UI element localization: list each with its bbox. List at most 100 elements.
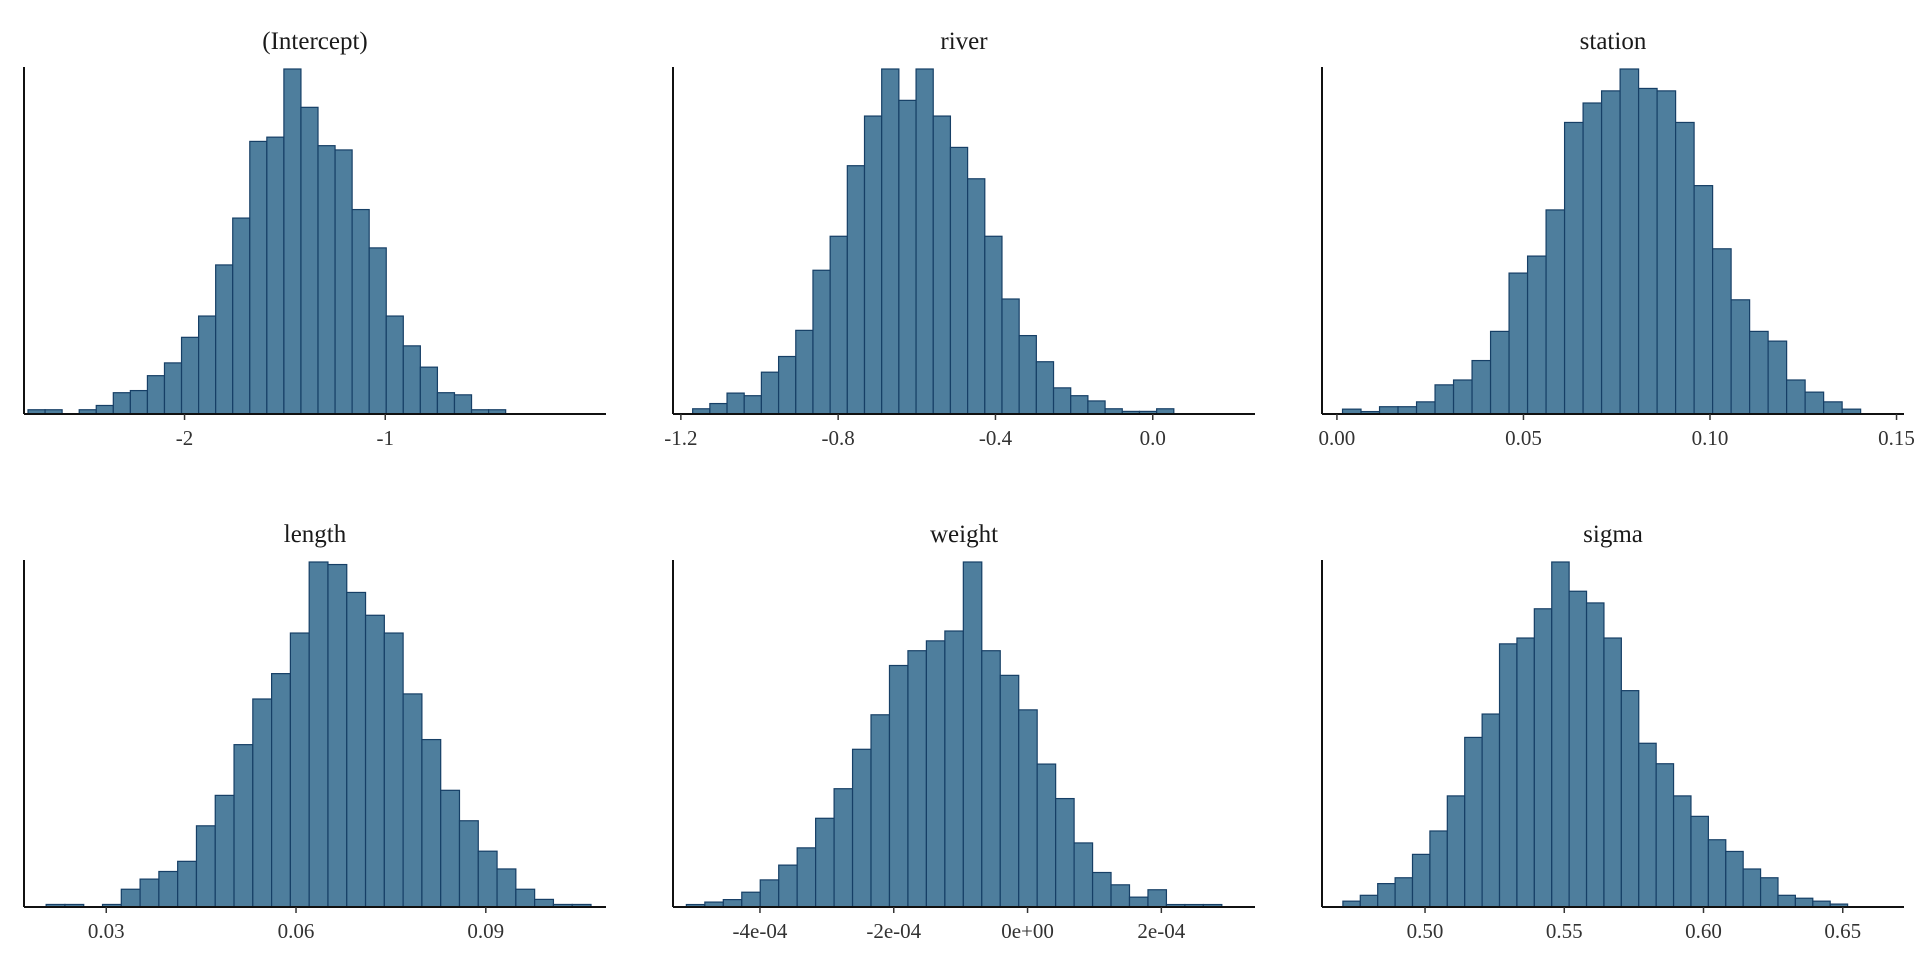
histogram-bar — [1018, 334, 1037, 415]
histogram-bar — [1394, 877, 1414, 908]
histogram-bars — [1342, 561, 1849, 908]
histogram-bar — [1452, 379, 1473, 415]
histogram-bar — [1672, 795, 1692, 908]
histogram-bar — [1637, 87, 1658, 415]
histogram-bar — [283, 68, 302, 415]
histogram-bar — [232, 217, 251, 415]
histogram-bar — [1656, 90, 1677, 415]
histogram-bar — [1730, 299, 1751, 415]
histogram-bar — [1508, 272, 1529, 415]
histogram-bar — [1620, 690, 1640, 908]
x-tick-label: -0.4 — [979, 426, 1013, 450]
histogram-bar — [1378, 406, 1399, 415]
histogram-bar — [1498, 643, 1518, 908]
histogram-bar — [984, 235, 1003, 415]
histogram-bar — [1471, 359, 1492, 415]
histogram-bar — [139, 878, 160, 908]
histogram-bar — [163, 362, 183, 415]
histogram-bar — [743, 395, 762, 415]
histogram-bar — [1777, 894, 1796, 908]
histogram-bar — [383, 632, 404, 908]
histogram-bar — [881, 68, 900, 415]
histogram-bar — [944, 630, 964, 908]
x-tick-label: 0.15 — [1878, 426, 1915, 450]
histogram-bar — [1690, 815, 1709, 908]
histogram-bar — [1533, 608, 1553, 908]
panel-title: sigma — [1583, 521, 1643, 548]
histogram-bar — [833, 788, 854, 908]
histogram-bar — [402, 693, 423, 908]
histogram-bar — [129, 389, 149, 415]
histogram-bar — [436, 392, 456, 415]
histogram-bar — [907, 650, 928, 908]
histogram-bar — [1110, 884, 1131, 908]
histogram-bar — [1600, 90, 1621, 415]
histogram-bar — [453, 394, 473, 415]
histogram-bar — [1551, 561, 1570, 908]
x-tick-label: -1.2 — [664, 426, 697, 450]
histogram-bar — [1804, 391, 1825, 415]
histogram-bar — [271, 673, 291, 908]
histogram-bar — [1725, 850, 1744, 908]
panel-title: length — [284, 521, 347, 548]
histogram-bar — [351, 208, 370, 415]
histogram-bar — [1585, 602, 1605, 908]
histogram-bar — [496, 868, 517, 908]
histogram-bar — [1073, 842, 1094, 908]
x-tick-label: -4e-04 — [733, 919, 788, 943]
histogram-bar — [1619, 68, 1640, 415]
panel-weight: weight -4e-04 -2e-04 0e+00 2e-04 — [672, 521, 1255, 943]
histogram-bar — [515, 888, 536, 908]
histogram-bar — [1481, 713, 1501, 908]
histogram-bar — [1526, 255, 1547, 415]
histogram-bar — [962, 561, 983, 908]
x-tick-label: 0.10 — [1692, 426, 1729, 450]
histogram-bar — [419, 366, 439, 415]
histogram-bar — [477, 850, 498, 908]
histogram-bar — [440, 789, 461, 908]
histogram-bar — [778, 864, 798, 908]
histogram-bar — [1489, 330, 1510, 415]
histogram-bar — [308, 561, 329, 908]
histogram-bar — [1087, 400, 1106, 415]
histogram-bar — [364, 614, 385, 908]
x-tick-label: -2 — [176, 426, 194, 450]
x-tick-label: 0.60 — [1685, 919, 1722, 943]
histogram-bars — [45, 561, 592, 908]
histogram-bar — [1767, 340, 1788, 415]
panel-title: river — [940, 28, 988, 55]
histogram-bar — [1582, 102, 1603, 415]
histogram-bar — [795, 329, 814, 415]
histogram-bar — [300, 106, 319, 415]
histogram-bar — [112, 392, 131, 415]
histogram-bar — [1036, 763, 1057, 908]
histogram-bar — [888, 664, 909, 908]
panel-station: station 0.00 0.05 0.10 0.15 — [1319, 28, 1915, 450]
x-tick-label: 0.65 — [1824, 919, 1861, 943]
histogram-bar — [327, 563, 348, 908]
histogram-bar — [1446, 795, 1466, 908]
histogram-bar — [195, 825, 216, 908]
histogram-bar — [368, 247, 387, 415]
histogram-bar — [1749, 330, 1769, 415]
histogram-bar — [1411, 853, 1431, 908]
histogram-bar — [949, 146, 969, 415]
histogram-bar — [198, 315, 217, 415]
histogram-bar — [760, 371, 780, 415]
histogram-bar — [180, 336, 200, 415]
histogram-bar — [759, 879, 780, 908]
x-tick-label: 0.55 — [1546, 919, 1583, 943]
histogram-bar — [1786, 379, 1806, 415]
histogram-bar — [402, 345, 421, 415]
histogram-bar — [846, 165, 866, 415]
histogram-bar — [233, 744, 254, 908]
histogram-bar — [1001, 298, 1020, 415]
histogram-bar — [1070, 395, 1089, 415]
histogram-bar — [1018, 709, 1038, 908]
histogram-bar — [215, 264, 234, 415]
histogram-bar — [1742, 868, 1762, 908]
histogram-bar — [796, 847, 817, 908]
histogram-bar — [925, 640, 946, 908]
histogram-bar — [1147, 889, 1168, 908]
histogram-bar — [317, 145, 336, 415]
